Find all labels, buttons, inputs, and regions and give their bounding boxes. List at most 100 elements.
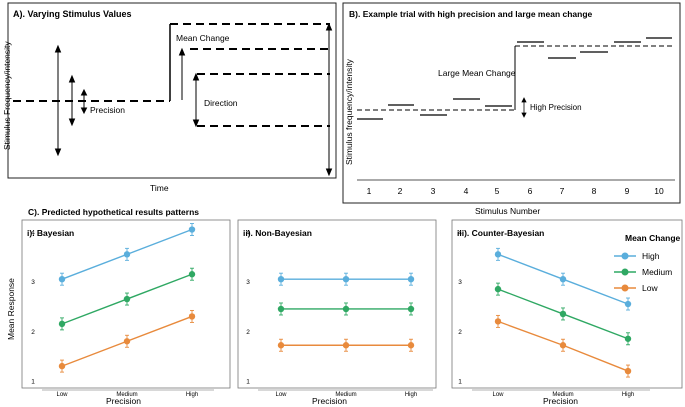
- x-tick-label: Medium: [335, 392, 356, 398]
- panel-c: C). Predicted hypothetical results patte…: [6, 207, 683, 406]
- panel-b: B). Example trial with high precision an…: [342, 2, 681, 216]
- chart-iii-x-label: Precision: [543, 396, 578, 406]
- legend-label: Low: [642, 283, 658, 293]
- data-point: [624, 300, 632, 308]
- data-point: [494, 251, 502, 258]
- data-point: [58, 362, 66, 370]
- legend-label: High: [642, 251, 660, 261]
- chart-bayesian: i). Bayesian 1 2 3 4 Low Medium High: [27, 223, 214, 398]
- legend-marker: [621, 284, 629, 292]
- large-mean-change-label: Large Mean Change: [438, 68, 516, 78]
- legend-items: High Medium Low: [614, 251, 672, 293]
- b-tick-label: 3: [431, 186, 436, 196]
- data-point: [123, 338, 131, 345]
- b-tick-label: 7: [560, 186, 565, 196]
- legend-marker: [621, 268, 629, 276]
- panel-a-border: [7, 2, 337, 179]
- data-point: [494, 318, 502, 325]
- x-tick-label: Low: [492, 392, 504, 398]
- chart-ii-x-label: Precision: [312, 396, 347, 406]
- panel-c-title: C). Predicted hypothetical results patte…: [28, 207, 199, 217]
- data-point: [559, 342, 567, 349]
- variability-medium-arrow: [68, 74, 76, 127]
- y-tick-label: 1: [458, 379, 462, 386]
- data-point: [188, 313, 196, 320]
- data-point: [624, 335, 632, 342]
- chart-counter-bayesian: iii). Counter-Bayesian 1 2 3 4 Low Medium High: [457, 228, 650, 398]
- chart-title: ii). Non-Bayesian: [243, 228, 312, 238]
- x-tick-label: Medium: [116, 392, 137, 398]
- data-point: [342, 275, 350, 283]
- x-tick-label: High: [405, 392, 417, 398]
- b-tick-label: 8: [592, 186, 597, 196]
- mean-change-arrow: [178, 47, 186, 100]
- data-point: [123, 295, 131, 303]
- data-point: [494, 285, 502, 293]
- b-tick-label: 4: [464, 186, 469, 196]
- chart-non-bayesian: ii). Non-Bayesian 1 2 3 4 Low Medium High: [243, 228, 433, 398]
- data-point: [58, 320, 66, 328]
- legend-label: Medium: [642, 267, 672, 277]
- x-tick-label: Low: [56, 392, 68, 398]
- legend-title: Mean Change: [625, 233, 681, 243]
- data-point: [407, 305, 415, 313]
- data-point: [342, 305, 350, 313]
- precision-arrow: [80, 88, 88, 115]
- data-point: [188, 271, 196, 278]
- y-tick-label: 2: [31, 329, 35, 336]
- panel-a-title: A). Varying Stimulus Values: [13, 9, 132, 19]
- y-tick-label: 4: [246, 230, 250, 237]
- y-tick-label: 3: [246, 279, 250, 286]
- chart-title: i). Bayesian: [27, 228, 74, 238]
- data-point: [277, 342, 285, 349]
- panel-b-x-label: Stimulus Number: [475, 206, 540, 216]
- mean-change-label: Mean Change: [176, 33, 230, 43]
- y-tick-label: 3: [31, 279, 35, 286]
- precision-label: Precision: [90, 105, 125, 115]
- panel-b-y-label: Stimulus frequency/intensity: [344, 58, 354, 165]
- high-precision-label: High Precision: [530, 103, 582, 112]
- x-tick-label: Low: [275, 392, 287, 398]
- panel-a: A). Varying Stimulus Values Stimulus Fre…: [2, 2, 337, 193]
- chart-iii-frame: [451, 219, 683, 389]
- chart-i-frame: [21, 219, 231, 389]
- stimulus-bars: [357, 37, 672, 120]
- panel-a-y-label: Stimulus Frequency/intensity: [2, 41, 12, 150]
- data-point: [58, 275, 66, 283]
- chart-ii-frame: [237, 219, 437, 389]
- data-point: [188, 226, 196, 233]
- b-tick-label: 5: [495, 186, 500, 196]
- y-tick-label: 1: [31, 379, 35, 386]
- panel-b-tick-labels: 1 2 3 4 5 6 7 8 9 10: [367, 186, 664, 196]
- legend: Mean Change High Medium Low: [614, 233, 681, 293]
- x-tick-label: Medium: [552, 392, 573, 398]
- y-tick-label: 4: [458, 230, 462, 237]
- chart-i-x-label: Precision: [106, 396, 141, 406]
- panel-b-border: [342, 2, 681, 204]
- x-tick-label: High: [622, 392, 634, 398]
- data-point: [559, 310, 567, 318]
- legend-marker: [621, 252, 629, 260]
- direction-arrow: [192, 72, 200, 128]
- data-point: [624, 367, 632, 375]
- x-tick-label: High: [186, 392, 198, 398]
- y-tick-label: 4: [31, 230, 35, 237]
- panel-b-title: B). Example trial with high precision an…: [349, 9, 593, 19]
- direction-label: Direction: [204, 98, 238, 108]
- panel-a-x-label: Time: [150, 183, 169, 193]
- data-point: [407, 342, 415, 349]
- full-range-arrow: [325, 22, 333, 177]
- panel-c-y-label: Mean Response: [6, 278, 16, 340]
- b-tick-label: 6: [528, 186, 533, 196]
- chart-title: iii). Counter-Bayesian: [457, 228, 544, 238]
- b-tick-label: 9: [625, 186, 630, 196]
- data-point: [407, 275, 415, 283]
- data-point: [277, 305, 285, 313]
- data-point: [559, 275, 567, 283]
- b-tick-label: 1: [367, 186, 372, 196]
- y-tick-label: 2: [458, 329, 462, 336]
- y-tick-label: 1: [246, 379, 250, 386]
- y-tick-label: 3: [458, 279, 462, 286]
- high-precision-arrow: [521, 97, 527, 118]
